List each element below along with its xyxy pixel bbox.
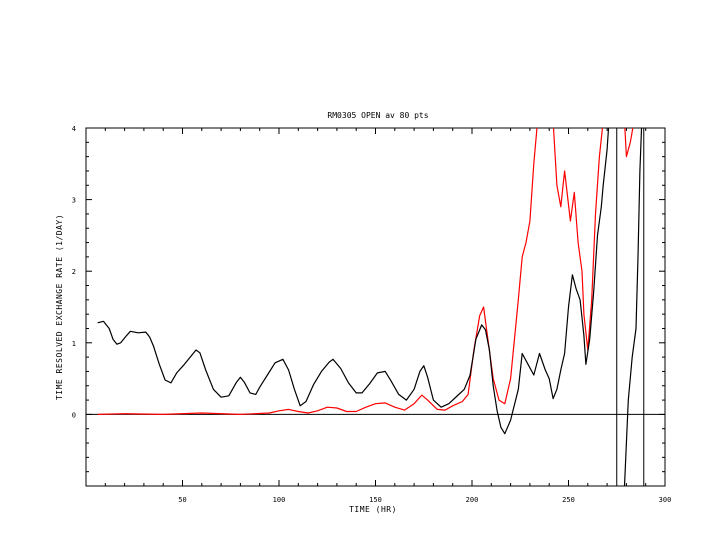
x-tick-label: 300 [659,496,672,504]
y-tick-label: 4 [72,125,76,133]
plot-area: 50 100 150 200 250 300 0 1 2 3 4 [72,125,672,504]
x-tick-label: 50 [178,496,186,504]
y-tick-label: 0 [72,411,76,419]
plot-frame [85,127,666,487]
y-axis-label: TIME RESOLVED EXCHANGE RATE (1/DAY) [55,214,64,400]
series-line-black [97,128,610,435]
x-tick-label: 200 [466,496,479,504]
x-tick-label: 250 [562,496,575,504]
x-tick-label: 100 [273,496,286,504]
chart-title: RM0305 OPEN av 80 pts [327,111,428,120]
x-axis-label: TIME (HR) [349,505,397,514]
series-line-red [552,128,604,351]
series-line-black [623,128,643,486]
x-tick-label: 150 [369,496,382,504]
y-tick-label: 1 [72,340,76,348]
y-tick-label: 3 [72,197,76,205]
y-tick-label: 2 [72,268,76,276]
series-line-red [97,128,538,415]
series-line-red [624,128,634,158]
